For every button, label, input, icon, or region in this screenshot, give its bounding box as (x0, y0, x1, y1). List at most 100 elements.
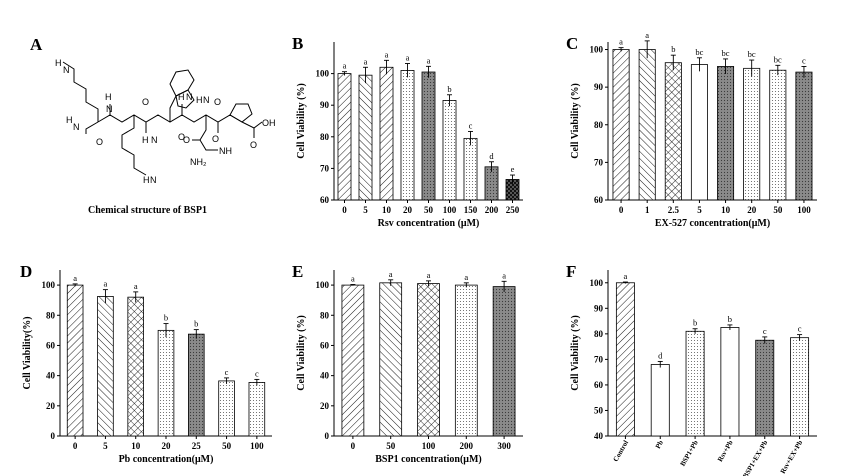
x-tick-label: 20 (747, 205, 757, 215)
x-tick-label: 50 (773, 205, 783, 215)
significance-letter: a (645, 30, 649, 40)
bar (417, 283, 440, 437)
x-tick-label: 100 (422, 441, 436, 451)
x-tick-label: 150 (464, 205, 478, 215)
chemical-structure (62, 61, 263, 176)
x-tick-label: 0 (73, 441, 78, 451)
y-tick-label: 70 (320, 163, 330, 173)
significance-letter: a (624, 271, 628, 281)
x-tick-label: 100 (797, 205, 811, 215)
y-axis-label: Cell Viability(%) (22, 316, 33, 389)
svg-text:O: O (183, 135, 190, 145)
svg-text:H: H (143, 175, 150, 185)
panel-e: E 0 20 40 60 80 100 Cell Viability (%) BSP1 conc… (292, 262, 523, 465)
x-tick-label: Control (612, 439, 631, 463)
x-tick-label: 5 (103, 441, 108, 451)
svg-text:NH: NH (219, 146, 232, 156)
y-tick-label: 60 (320, 195, 330, 205)
panel-label-b: B (292, 34, 303, 53)
y-tick-label: 60 (320, 340, 330, 350)
bar (218, 380, 235, 437)
svg-text:N: N (186, 92, 193, 102)
x-tick-label: 20 (162, 441, 172, 451)
x-tick-label: 50 (386, 441, 396, 451)
x-tick-label: 250 (506, 205, 520, 215)
y-tick-label: 0 (51, 431, 56, 441)
significance-letter: c (802, 55, 806, 65)
x-tick-label: 0 (619, 205, 624, 215)
panel-label-a: A (30, 35, 43, 54)
x-tick-label: 50 (222, 441, 232, 451)
svg-text:N: N (150, 175, 157, 185)
bar (379, 282, 403, 437)
svg-text:O: O (212, 134, 219, 144)
significance-letter: a (464, 272, 468, 282)
significance-letter: b (671, 44, 675, 54)
x-tick-label: 5 (697, 205, 702, 215)
bar (664, 62, 682, 201)
significance-letter: a (385, 49, 389, 59)
significance-letter: c (763, 326, 767, 336)
svg-text:N: N (73, 122, 80, 132)
bar (492, 286, 516, 437)
significance-letter: c (798, 324, 802, 334)
svg-text:NH₂: NH₂ (190, 157, 207, 167)
y-tick-label: 80 (594, 120, 604, 130)
bar (685, 330, 705, 437)
bar (127, 296, 144, 437)
panel-a: A H N H (30, 35, 276, 216)
x-tick-label: 5 (363, 205, 368, 215)
x-axis-label: Pb concentration(μM) (119, 454, 214, 465)
svg-text:OH: OH (262, 118, 276, 128)
y-tick-label: 40 (46, 371, 56, 381)
y-tick-label: 80 (46, 310, 56, 320)
bar (795, 71, 813, 201)
significance-letter: a (104, 279, 108, 289)
y-tick-label: 100 (42, 280, 56, 290)
bar (97, 296, 114, 437)
svg-text:H: H (196, 95, 203, 105)
significance-letter: c (225, 367, 229, 377)
bar (612, 49, 630, 201)
svg-text:H: H (105, 92, 112, 102)
x-tick-label: 25 (192, 441, 202, 451)
y-tick-label: 60 (46, 340, 56, 350)
x-tick-label: BSP1+Pb (679, 439, 700, 468)
bar (638, 49, 656, 201)
significance-letter: d (658, 350, 663, 360)
bar (400, 70, 415, 201)
chemical-atom-labels: H N H N H N H N H N H N H N O O O O O O … (55, 58, 276, 185)
svg-text:N: N (63, 65, 70, 75)
x-tick-label: Rsv+Pb (716, 439, 735, 463)
bar (690, 64, 708, 201)
svg-text:O: O (214, 97, 221, 107)
significance-letter: e (511, 164, 515, 174)
bar (790, 337, 810, 437)
y-tick-label: 70 (594, 354, 604, 364)
y-tick-label: 60 (594, 380, 604, 390)
bar (454, 284, 478, 437)
significance-letter: a (389, 269, 393, 279)
y-tick-label: 100 (590, 278, 604, 288)
bar (248, 382, 266, 437)
bar (720, 327, 740, 437)
significance-letter: bc (748, 49, 756, 59)
svg-text:H: H (178, 92, 185, 102)
significance-letter: a (343, 61, 347, 71)
panel-label-e: E (292, 262, 303, 281)
significance-letter: a (427, 55, 431, 65)
y-tick-label: 80 (594, 329, 604, 339)
significance-letter: c (255, 368, 259, 378)
x-axis-label: BSP1 concentration(μM) (375, 454, 481, 465)
x-axis-label: Rsv concentration (μM) (378, 218, 480, 229)
svg-text:H: H (142, 135, 149, 145)
y-tick-label: 0 (325, 431, 330, 441)
bar (650, 364, 670, 437)
chemical-structure-caption: Chemical structure of BSP1 (88, 205, 207, 216)
svg-text:O: O (250, 140, 257, 150)
significance-letter: b (447, 84, 451, 94)
bar (358, 74, 373, 201)
significance-letter: b (194, 319, 198, 329)
x-tick-label: 0 (342, 205, 347, 215)
x-tick-label: 100 (443, 205, 457, 215)
